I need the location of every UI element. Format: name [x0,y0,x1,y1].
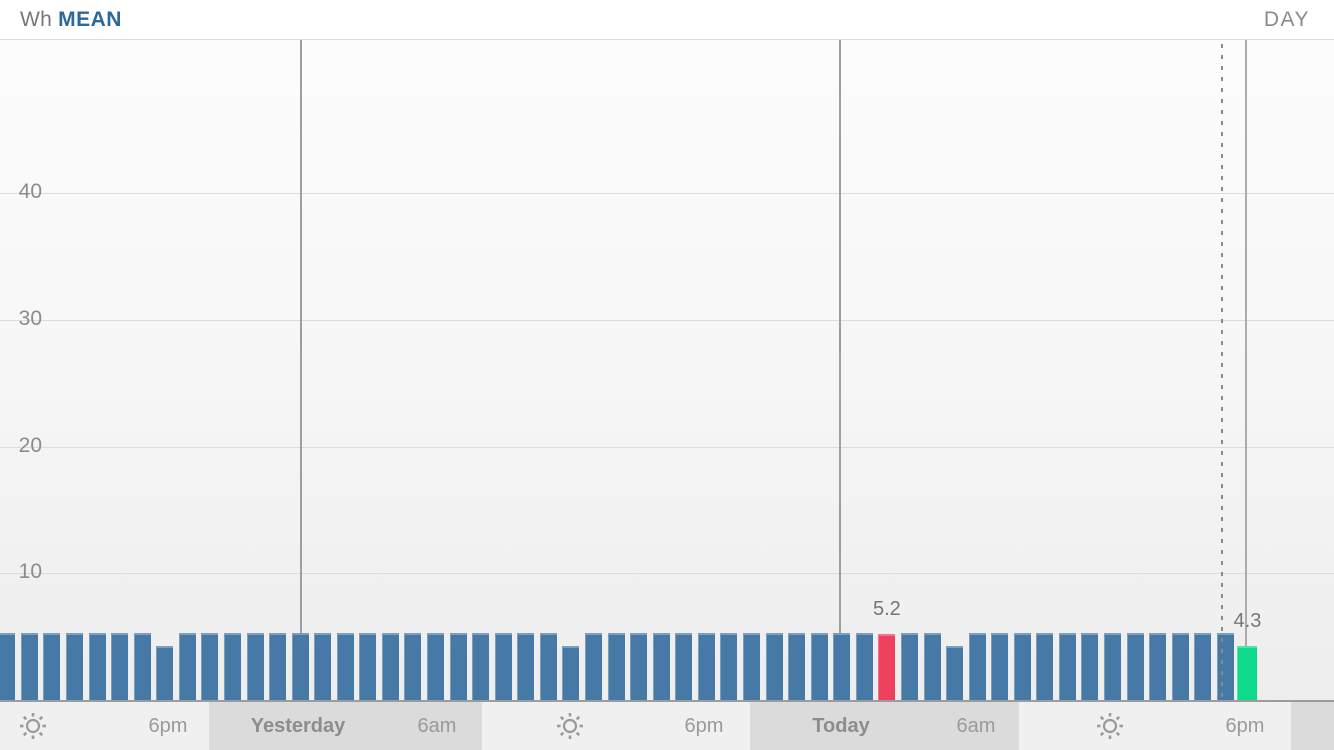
y-axis-tick-label: 40 [18,180,42,204]
usage-bar[interactable] [968,632,986,700]
y-axis-tick-label: 20 [18,433,42,457]
usage-bar[interactable] [517,632,535,700]
usage-bar[interactable] [788,632,806,700]
night-shading [1291,702,1334,750]
usage-bar[interactable] [652,632,670,700]
y-axis-tick-label: 10 [18,560,42,584]
usage-bar[interactable] [449,632,467,700]
usage-bar[interactable] [269,632,287,700]
gridline [0,446,1334,448]
usage-bar[interactable] [539,632,557,700]
usage-bar[interactable] [1036,632,1054,700]
usage-bar[interactable] [720,632,738,700]
yesterday-midnight-line [300,0,302,700]
range-selector[interactable]: DAY [1263,7,1310,31]
usage-bar[interactable] [1013,632,1031,700]
sun-icon [1095,702,1125,750]
chart-header: Wh MEAN DAY [0,0,1334,40]
usage-bar[interactable] [381,632,399,700]
usage-bar[interactable] [1104,632,1122,700]
gridline [0,319,1334,321]
day-label: Today [812,714,870,737]
bar-value-label: 4.3 [1233,609,1262,632]
night-shading [750,702,1019,750]
usage-bar[interactable] [946,645,964,700]
usage-bar[interactable] [1081,632,1099,700]
time-axis[interactable]: 6pm Yesterday 6am 6pm Today 6am 6pm [0,702,1334,750]
usage-bar[interactable] [359,632,377,700]
usage-bar[interactable] [585,632,603,700]
gridline [0,193,1334,195]
time-tick-label: 6am [417,714,457,737]
usage-bar[interactable] [630,632,648,700]
usage-bar[interactable] [43,632,61,700]
metric-toggle[interactable]: MEAN [58,7,122,31]
sun-icon [555,702,585,750]
window-end-line [1245,0,1247,700]
usage-bar[interactable] [1216,632,1234,700]
usage-bar[interactable] [88,632,106,700]
usage-bar-selected[interactable] [878,634,896,700]
unit-label: Wh [20,7,53,31]
today-midnight-line [839,0,841,700]
usage-bar[interactable] [1126,632,1144,700]
usage-bar[interactable] [246,632,264,700]
day-label: Yesterday [250,714,346,737]
time-tick-label: 6am [956,714,996,737]
usage-bar[interactable] [427,632,445,700]
usage-bar[interactable] [900,632,918,700]
gridline [0,573,1334,575]
usage-bar[interactable] [336,632,354,700]
usage-bar[interactable] [0,632,16,700]
usage-bar[interactable] [65,632,83,700]
usage-bar[interactable] [923,632,941,700]
x-axis-baseline [0,700,1334,702]
usage-bar[interactable] [697,632,715,700]
usage-bar[interactable] [765,632,783,700]
time-tick-label: 6pm [1225,714,1265,737]
usage-bar[interactable] [742,632,760,700]
usage-bar[interactable] [314,632,332,700]
usage-bar[interactable] [675,632,693,700]
usage-bar[interactable] [810,632,828,700]
now-dashed-line [1221,0,1223,700]
sun-icon [18,702,48,750]
usage-bar[interactable] [494,632,512,700]
usage-bar[interactable] [1149,632,1167,700]
y-axis-tick-label: 30 [18,306,42,330]
usage-bar[interactable] [855,632,873,700]
usage-bar[interactable] [201,632,219,700]
time-tick-label: 6pm [684,714,724,737]
usage-bar[interactable] [404,632,422,700]
usage-bar[interactable] [562,645,580,700]
usage-bar[interactable] [1058,632,1076,700]
usage-bar[interactable] [223,632,241,700]
bar-value-label: 5.2 [872,598,901,621]
usage-bar[interactable] [291,632,309,700]
usage-bar[interactable] [133,632,151,700]
usage-bar[interactable] [1171,632,1189,700]
usage-bar-current[interactable] [1237,645,1258,700]
metric-header: Wh MEAN [20,8,122,32]
usage-bar[interactable] [833,632,851,700]
usage-bar[interactable] [607,632,625,700]
usage-bar[interactable] [472,632,490,700]
usage-bar[interactable] [20,632,38,700]
usage-bar[interactable] [156,645,174,700]
usage-bar[interactable] [178,632,196,700]
night-shading [209,702,482,750]
usage-bar[interactable] [1194,632,1212,700]
usage-bar[interactable] [991,632,1009,700]
usage-bar[interactable] [111,632,129,700]
time-tick-label: 6pm [148,714,188,737]
